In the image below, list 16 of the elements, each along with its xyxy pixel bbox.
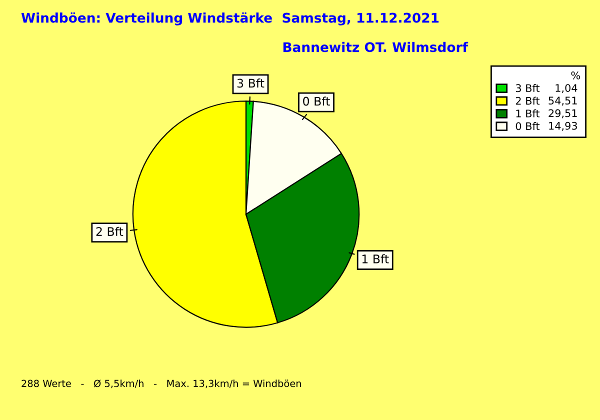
- legend-title: %: [571, 72, 580, 80]
- text: 288 Werte - Ø 5,5km/h - Max. 13,3km/h = Windböen: [22, 380, 301, 388]
- slice-label: 3 Bft: [237, 78, 264, 88]
- chart-subtitle: Bannewitz OT. Wilmsdorf: [283, 42, 468, 52]
- legend-label: 3 Bft: [516, 84, 540, 92]
- data-label: 29,51: [548, 109, 577, 118]
- legend-label: 2 Bft: [516, 96, 540, 105]
- slice-label: 1 Bft: [362, 254, 389, 264]
- data-label: 1,04: [556, 84, 578, 94]
- chart-title: Windböen: Verteilung Windstärke Samstag, 11.12.2021: [21, 12, 439, 26]
- data-label: 14,93: [549, 122, 577, 131]
- legend-label: 0 Bft: [516, 122, 540, 130]
- data-label: 54,51: [548, 96, 577, 106]
- slice-label: 0 Bft: [303, 96, 330, 106]
- slice-label: 2 Bft: [96, 226, 124, 236]
- legend-label: 1 Bft: [516, 109, 540, 118]
